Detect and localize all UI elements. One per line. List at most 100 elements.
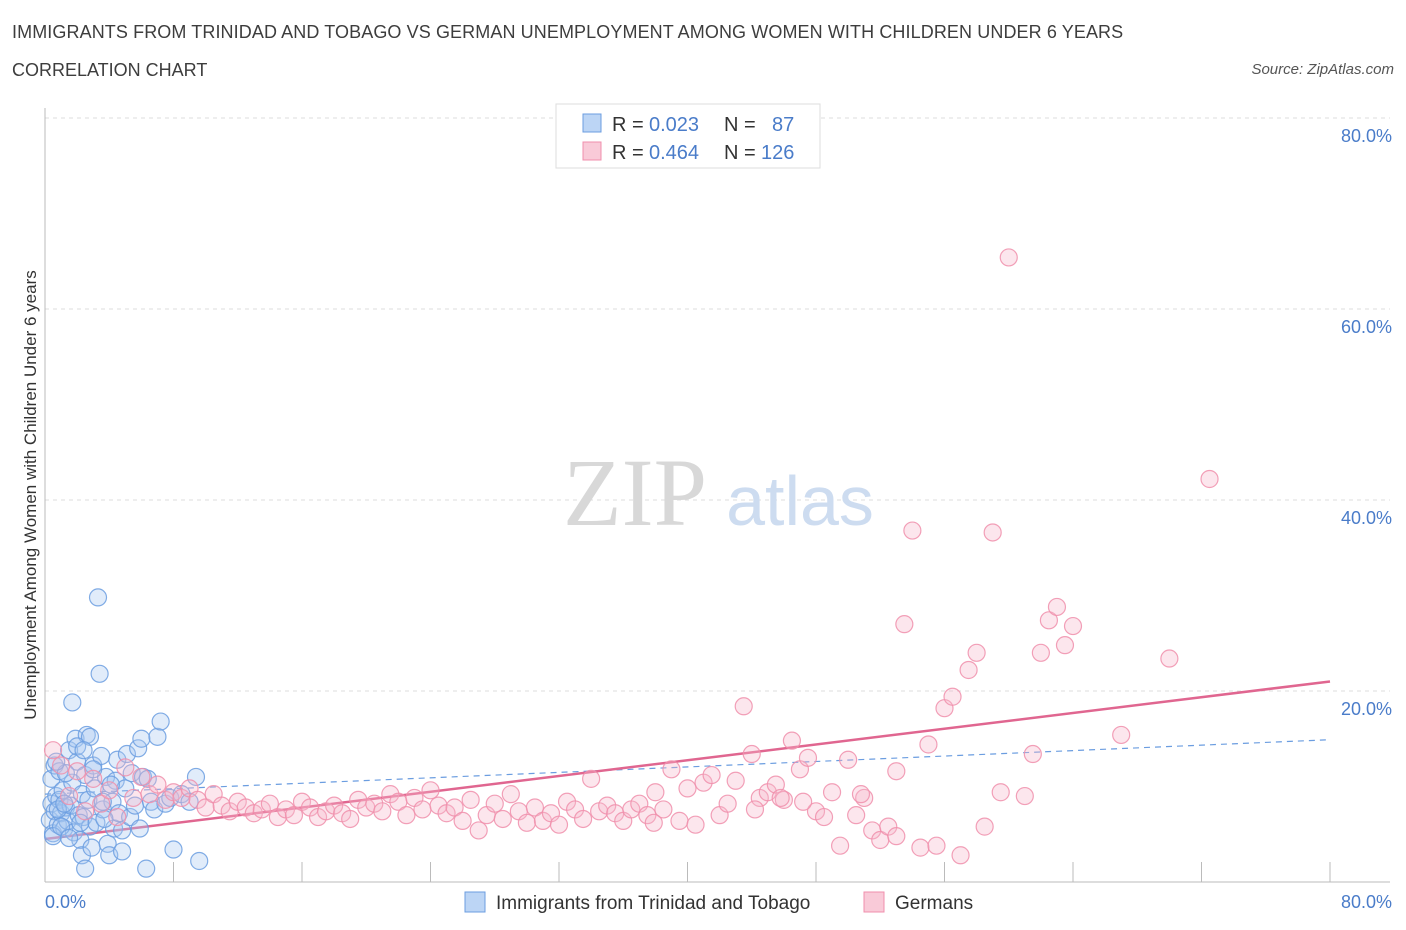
y-tick-label: 20.0% [1341, 699, 1392, 719]
chart-subtitle: CORRELATION CHART [12, 60, 208, 80]
point-germans [951, 846, 970, 865]
point-trinidad [137, 859, 156, 878]
point-germans [373, 802, 392, 821]
point-trinidad [130, 819, 149, 838]
point-germans [1200, 469, 1219, 489]
legend-r-value-pink: 0.464 [649, 142, 699, 164]
point-germans [903, 521, 922, 540]
point-trinidad [190, 851, 209, 871]
point-germans [718, 794, 737, 813]
point-germans [771, 788, 790, 808]
point-trinidad [90, 664, 109, 683]
point-trinidad [76, 859, 95, 878]
point-germans [148, 775, 167, 794]
point-germans [782, 731, 802, 750]
point-trinidad [72, 846, 92, 865]
legend-r-value-blue: 0.023 [649, 114, 699, 136]
bottom-legend-swatch-blue [464, 891, 486, 913]
point-germans [847, 806, 866, 825]
point-germans [461, 790, 480, 809]
point-trinidad [88, 588, 108, 607]
point-germans [43, 741, 63, 760]
point-trinidad [74, 741, 93, 760]
point-germans [51, 756, 71, 775]
bottom-legend-label-pink: Germans [895, 893, 973, 914]
bottom-legend-swatch-pink [863, 891, 885, 913]
point-germans [638, 806, 657, 825]
y-tick-label: 60.0% [1341, 317, 1392, 337]
watermark-zip: ZIP [563, 439, 707, 546]
point-germans [943, 687, 962, 706]
bottom-legend-label-blue: Immigrants from Trinidad and Tobago [496, 893, 810, 914]
point-germans [1039, 611, 1059, 630]
point-germans [851, 785, 871, 804]
legend-swatch-pink [582, 141, 602, 161]
legend-n-value-blue: 87 [772, 114, 794, 136]
point-germans [983, 523, 1002, 542]
point-germans [734, 697, 753, 716]
point-trinidad [112, 821, 132, 840]
point-germans [397, 806, 416, 825]
point-trinidad [129, 739, 148, 758]
point-germans [830, 836, 850, 855]
point-germans [766, 775, 785, 794]
point-germans [959, 660, 978, 680]
point-germans [839, 750, 858, 769]
point-germans [469, 821, 488, 840]
point-germans [501, 785, 520, 804]
point-germans [726, 771, 745, 790]
point-germans [991, 783, 1010, 802]
data-points [40, 248, 1219, 878]
point-trinidad [82, 838, 101, 857]
point-germans [1055, 636, 1075, 655]
point-germans [196, 798, 215, 817]
point-trinidad [63, 693, 82, 712]
bottom-legend: Immigrants from Trinidad and Tobago Germ… [464, 891, 973, 914]
point-germans [814, 807, 834, 827]
point-germans [1047, 597, 1067, 617]
point-germans [822, 783, 842, 802]
point-germans [967, 643, 986, 662]
y-tick-labels: 20.0% 40.0% 60.0% 80.0% [1341, 126, 1392, 719]
point-germans [745, 800, 765, 819]
point-germans [670, 811, 689, 830]
x-tick-label: 0.0% [45, 892, 86, 912]
point-trinidad [138, 769, 157, 788]
point-germans [911, 838, 930, 857]
point-germans [100, 781, 119, 800]
point-germans [794, 792, 813, 811]
point-germans [549, 815, 569, 834]
point-germans [686, 815, 705, 834]
point-germans [92, 794, 111, 813]
point-trinidad [164, 840, 183, 859]
point-germans [582, 769, 601, 788]
point-germans [59, 786, 79, 806]
point-trinidad [112, 842, 132, 861]
point-germans [1015, 786, 1034, 806]
point-germans [774, 790, 793, 809]
x-tick-labels: 0.0% 80.0% [45, 892, 1392, 912]
point-germans [525, 798, 545, 817]
point-germans [573, 809, 593, 829]
trend-line-germans [44, 680, 1331, 841]
point-germans [975, 817, 994, 836]
point-trinidad [117, 744, 137, 764]
point-germans [84, 769, 103, 788]
trend-line-trinidad [44, 739, 1331, 795]
point-germans [646, 783, 665, 802]
point-germans [485, 794, 504, 813]
point-germans [108, 807, 127, 827]
y-axis-title: Unemployment Among Women with Children U… [21, 270, 40, 719]
point-germans [1160, 649, 1179, 668]
point-germans [798, 748, 818, 767]
y-tick-label: 40.0% [1341, 508, 1392, 528]
point-germans [742, 744, 761, 764]
legend-n-label-pink: N = [724, 142, 756, 164]
legend-swatch-blue [582, 113, 602, 133]
point-germans [1112, 725, 1131, 745]
point-trinidad [71, 813, 90, 832]
legend: R = 0.023 N = 87 R = 0.464 N = 126 [555, 103, 821, 169]
x-tick-label: 80.0% [1341, 892, 1392, 912]
point-germans [132, 767, 151, 787]
